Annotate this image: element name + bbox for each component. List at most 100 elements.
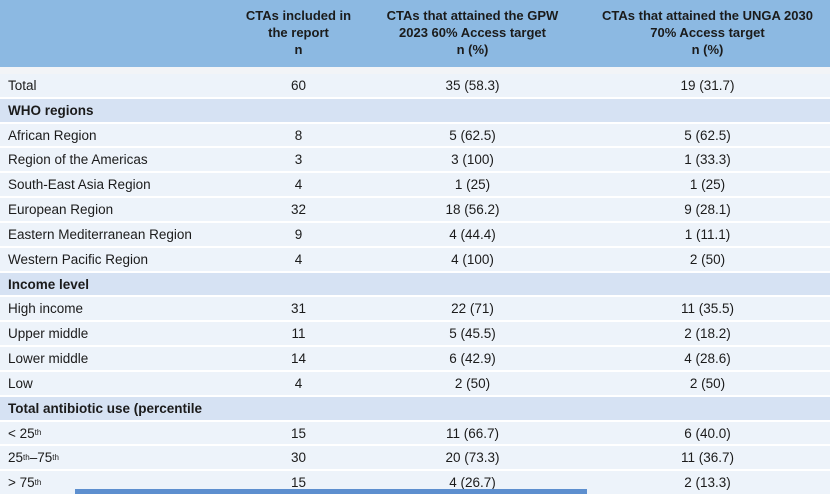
cell-n-included: 60 <box>290 77 307 93</box>
row-label: Income level <box>0 273 830 296</box>
table-row: African Region 8 5 (62.5) 5 (62.5) <box>0 121 830 147</box>
header-cell-gpw-target: CTAs that attained the GPW 2023 60% Acce… <box>360 0 585 67</box>
bottom-blue-bar <box>75 489 587 494</box>
cell-n-included: 15 <box>290 475 307 491</box>
header-title: CTAs included in the report <box>245 8 352 41</box>
label-text: Upper middle <box>8 326 89 342</box>
section-header-row: WHO regions <box>0 96 830 122</box>
row-label: Western Pacific Region <box>0 248 237 271</box>
table-row: Upper middle 11 5 (45.5) 2 (18.2) <box>0 320 830 346</box>
header-title: CTAs that attained the UNGA 2030 70% Acc… <box>602 8 813 41</box>
cell-gpw-target: 22 (71) <box>451 301 494 317</box>
row-label: African Region <box>0 124 237 147</box>
table-row: Eastern Mediterranean Region 9 4 (44.4) 1 (… <box>0 220 830 246</box>
table-row: Total 60 35 (58.3) 19 (31.7) <box>0 74 830 97</box>
label-text: > 75 <box>8 475 35 491</box>
cell-n-included: 30 <box>290 450 307 466</box>
cell-unga-target: 2 (13.3) <box>684 475 731 491</box>
header-gap-strip <box>0 67 830 74</box>
table-row: Low 4 2 (50) 2 (50) <box>0 369 830 395</box>
label-text: 25 <box>8 450 24 466</box>
cell-n-included: 4 <box>294 177 303 193</box>
label-text: WHO regions <box>8 102 94 118</box>
cell-n-included: 11 <box>291 326 306 342</box>
cell-gpw-target: 3 (100) <box>451 152 494 168</box>
table-row: Lower middle 14 6 (42.9) 4 (28.6) <box>0 345 830 370</box>
header-sub: n (%) <box>691 41 724 57</box>
label-text: African Region <box>8 127 97 143</box>
label-text: Total <box>8 77 37 93</box>
cell-n-included: 31 <box>290 301 307 317</box>
cell-unga-target: 4 (28.6) <box>684 351 731 367</box>
table-row: Western Pacific Region 4 4 (100) 2 (50) <box>0 245 830 271</box>
cell-gpw-target: 1 (25) <box>454 177 491 193</box>
label-text: Eastern Mediterranean Region <box>8 226 192 242</box>
cell-gpw-target: 11 (66.7) <box>445 425 500 441</box>
row-label: Eastern Mediterranean Region <box>0 223 237 246</box>
row-label: Total <box>0 74 237 97</box>
row-label: European Region <box>0 198 237 221</box>
label-text: European Region <box>8 202 114 218</box>
label-text: Income level <box>8 276 90 292</box>
cell-gpw-target: 5 (45.5) <box>449 326 496 342</box>
cell-gpw-target: 4 (44.4) <box>449 226 496 242</box>
cell-gpw-target: 4 (26.7) <box>449 475 496 491</box>
label-text: Region of the Americas <box>8 152 148 168</box>
cell-unga-target: 2 (50) <box>689 251 726 267</box>
cell-gpw-target: 35 (58.3) <box>445 77 500 93</box>
table-row: Region of the Americas 3 3 (100) 1 (33.3) <box>0 146 830 172</box>
row-label: Upper middle <box>0 322 237 345</box>
cell-gpw-target: 6 (42.9) <box>449 351 496 367</box>
cell-gpw-target: 18 (56.2) <box>445 202 500 218</box>
table-row: High income 31 22 (71) 11 (35.5) <box>0 295 830 321</box>
header-title: CTAs that attained the GPW 2023 60% Acce… <box>386 8 559 41</box>
cell-gpw-target: 20 (73.3) <box>445 450 500 466</box>
cell-n-included: 32 <box>290 202 307 218</box>
cell-unga-target: 9 (28.1) <box>684 202 731 218</box>
cell-unga-target: 6 (40.0) <box>684 425 731 441</box>
section-header-row: Total antibiotic use (percentile <box>0 394 830 420</box>
table-row: European Region 32 18 (56.2) 9 (28.1) <box>0 196 830 221</box>
cell-n-included: 4 <box>294 375 303 391</box>
cell-n-included: 3 <box>294 152 303 168</box>
cell-n-included: 15 <box>290 425 307 441</box>
label-text: Lower middle <box>8 351 89 367</box>
label-text: Western Pacific Region <box>8 251 149 267</box>
table-header: CTAs included in the report n CTAs that … <box>0 0 830 67</box>
cell-n-included: 8 <box>294 127 303 143</box>
cell-gpw-target: 4 (100) <box>451 251 494 267</box>
header-cell-empty <box>0 0 237 67</box>
cell-unga-target: 11 (36.7) <box>680 450 735 466</box>
cell-unga-target: 19 (31.7) <box>680 77 735 93</box>
cell-unga-target: 1 (33.3) <box>684 152 731 168</box>
label-text: < 25 <box>8 425 35 441</box>
table-row: South-East Asia Region 4 1 (25) 1 (25) <box>0 171 830 197</box>
label-text: High income <box>8 301 84 317</box>
cell-unga-target: 1 (11.1) <box>684 226 731 242</box>
cell-n-included: 14 <box>290 351 307 367</box>
row-label: High income <box>0 297 237 320</box>
cell-unga-target: 2 (50) <box>689 375 726 391</box>
label-text: –75 <box>29 450 53 466</box>
cell-unga-target: 2 (18.2) <box>684 326 731 342</box>
header-cell-unga-target: CTAs that attained the UNGA 2030 70% Acc… <box>585 0 830 67</box>
cell-n-included: 9 <box>294 226 303 242</box>
cell-n-included: 4 <box>294 251 303 267</box>
label-text: Total antibiotic use (percentile <box>8 400 203 416</box>
cell-unga-target: 11 (35.5) <box>680 301 735 317</box>
table-rows: Total 60 35 (58.3) 19 (31.7) WHO regions Afri… <box>0 74 830 494</box>
header-sub: n (%) <box>456 41 489 57</box>
label-text: South-East Asia Region <box>8 177 151 193</box>
header-sub: n <box>294 41 303 57</box>
section-header-row: Income level <box>0 270 830 296</box>
cell-gpw-target: 5 (62.5) <box>449 127 496 143</box>
row-label: WHO regions <box>0 99 830 122</box>
cell-unga-target: 5 (62.5) <box>684 127 731 143</box>
label-text: Low <box>8 375 33 391</box>
